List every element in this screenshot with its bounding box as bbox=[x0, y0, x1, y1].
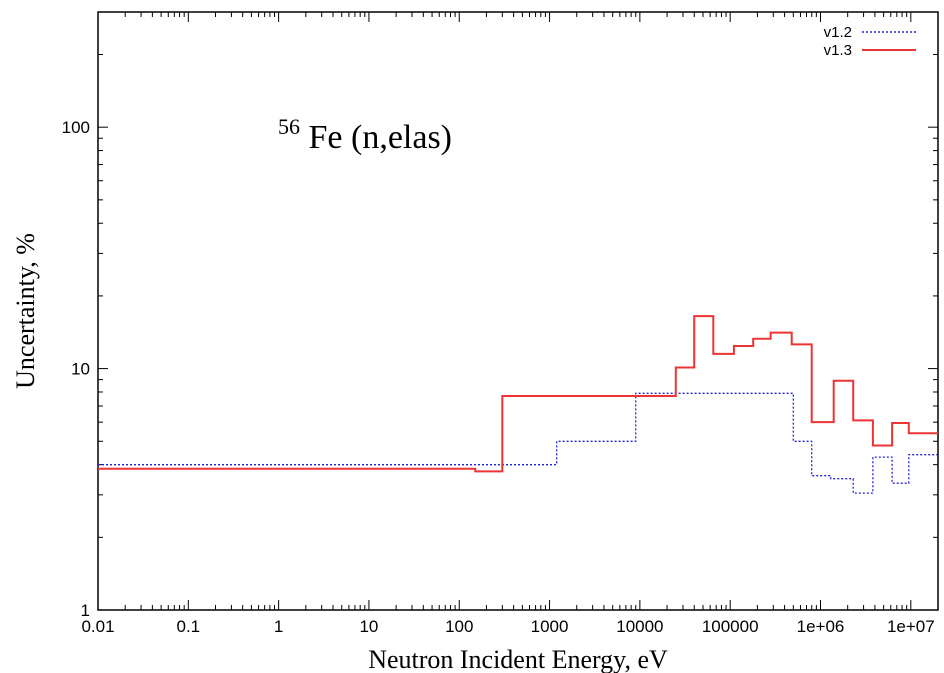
y-tick-label: 100 bbox=[62, 118, 90, 137]
series-lines bbox=[98, 315, 938, 494]
y-axis-title: Uncertainty, % bbox=[11, 233, 40, 389]
x-tick-label: 1 bbox=[274, 617, 283, 636]
axis-ticks bbox=[97, 11, 939, 611]
x-tick-label: 100 bbox=[445, 617, 473, 636]
legend-label-v1-3: v1.3 bbox=[824, 42, 852, 59]
x-tick-label: 1e+06 bbox=[797, 617, 845, 636]
plot-frame bbox=[97, 11, 939, 611]
series-line-v1-2 bbox=[98, 392, 938, 494]
axis-tick-labels: 0.01 0.1 1 10 100 1000 10000 100000 1e+06 1e+07 1 1… bbox=[62, 118, 935, 636]
y-tick-label: 10 bbox=[71, 360, 90, 379]
x-tick-label: 10 bbox=[359, 617, 378, 636]
x-tick-label: 100000 bbox=[702, 617, 759, 636]
x-tick-label: 0.01 bbox=[81, 617, 114, 636]
x-axis-title: Neutron Incident Energy, eV bbox=[368, 645, 668, 673]
legend-label-v1-2: v1.2 bbox=[824, 24, 852, 41]
y-tick-label: 1 bbox=[81, 601, 90, 620]
x-tick-label: 0.1 bbox=[176, 617, 200, 636]
x-tick-label: 1e+07 bbox=[887, 617, 935, 636]
x-tick-label: 1000 bbox=[531, 617, 569, 636]
isotope-annotation: 56 Fe (n,elas) bbox=[278, 105, 452, 156]
legend: v1.2 v1.3 bbox=[824, 24, 916, 59]
isotope-reaction: Fe (n,elas) bbox=[309, 119, 453, 156]
series-line-v1-3 bbox=[98, 315, 938, 473]
isotope-mass-number: 56 bbox=[278, 114, 300, 139]
x-tick-label: 10000 bbox=[616, 617, 663, 636]
